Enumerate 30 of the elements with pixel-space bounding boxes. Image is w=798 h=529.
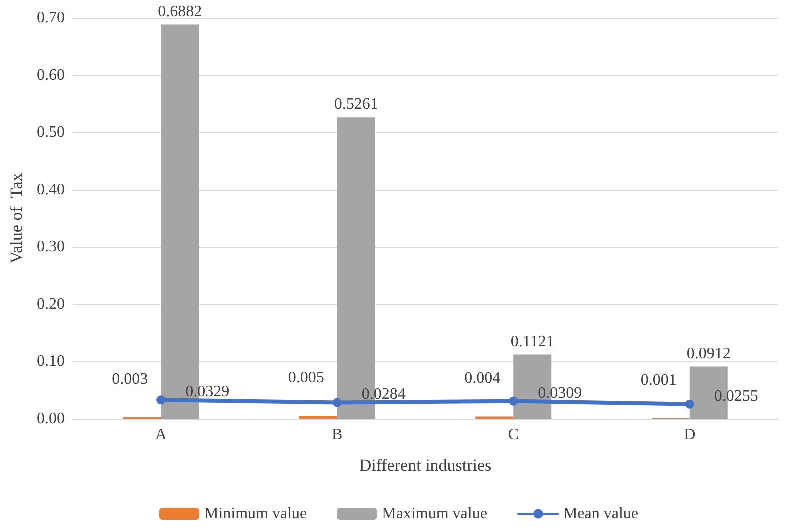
- y-tick-label: 0.60: [37, 66, 65, 84]
- data-label: 0.0309: [538, 384, 582, 402]
- y-tick-label: 0.00: [37, 410, 65, 428]
- data-label: 0.0912: [686, 345, 731, 362]
- data-label: 0.5261: [334, 96, 378, 114]
- y-tick-label: 0.10: [37, 353, 65, 370]
- y-axis-title: Value of Tax: [7, 172, 26, 264]
- legend-label: Maximum value: [382, 506, 488, 522]
- y-tick-label: 0.20: [37, 296, 65, 313]
- data-label: 0.1121: [510, 333, 554, 350]
- data-label: 0.0255: [714, 388, 758, 405]
- data-label: 0.6882: [158, 3, 202, 20]
- x-tick-label: B: [332, 426, 343, 444]
- y-tick-label: 0.50: [37, 124, 65, 142]
- legend-label: Minimum value: [204, 506, 308, 522]
- x-tick-label: D: [684, 426, 696, 444]
- legend-label: Mean value: [563, 506, 639, 522]
- x-tick-label: A: [155, 426, 168, 444]
- y-tick-label: 0.70: [37, 10, 65, 26]
- data-label: 0.001: [640, 372, 677, 389]
- bar: [299, 416, 338, 419]
- x-axis-title: Different industries: [359, 456, 492, 475]
- y-tick-label: 0.40: [37, 181, 65, 198]
- data-label: 0.003: [112, 370, 148, 388]
- y-tick-label: 0.30: [37, 238, 65, 256]
- data-label: 0.0329: [186, 384, 230, 401]
- data-label: 0.004: [464, 370, 501, 388]
- data-label: 0.005: [288, 370, 324, 387]
- x-tick-label: C: [508, 426, 519, 444]
- data-label: 0.0284: [362, 386, 406, 404]
